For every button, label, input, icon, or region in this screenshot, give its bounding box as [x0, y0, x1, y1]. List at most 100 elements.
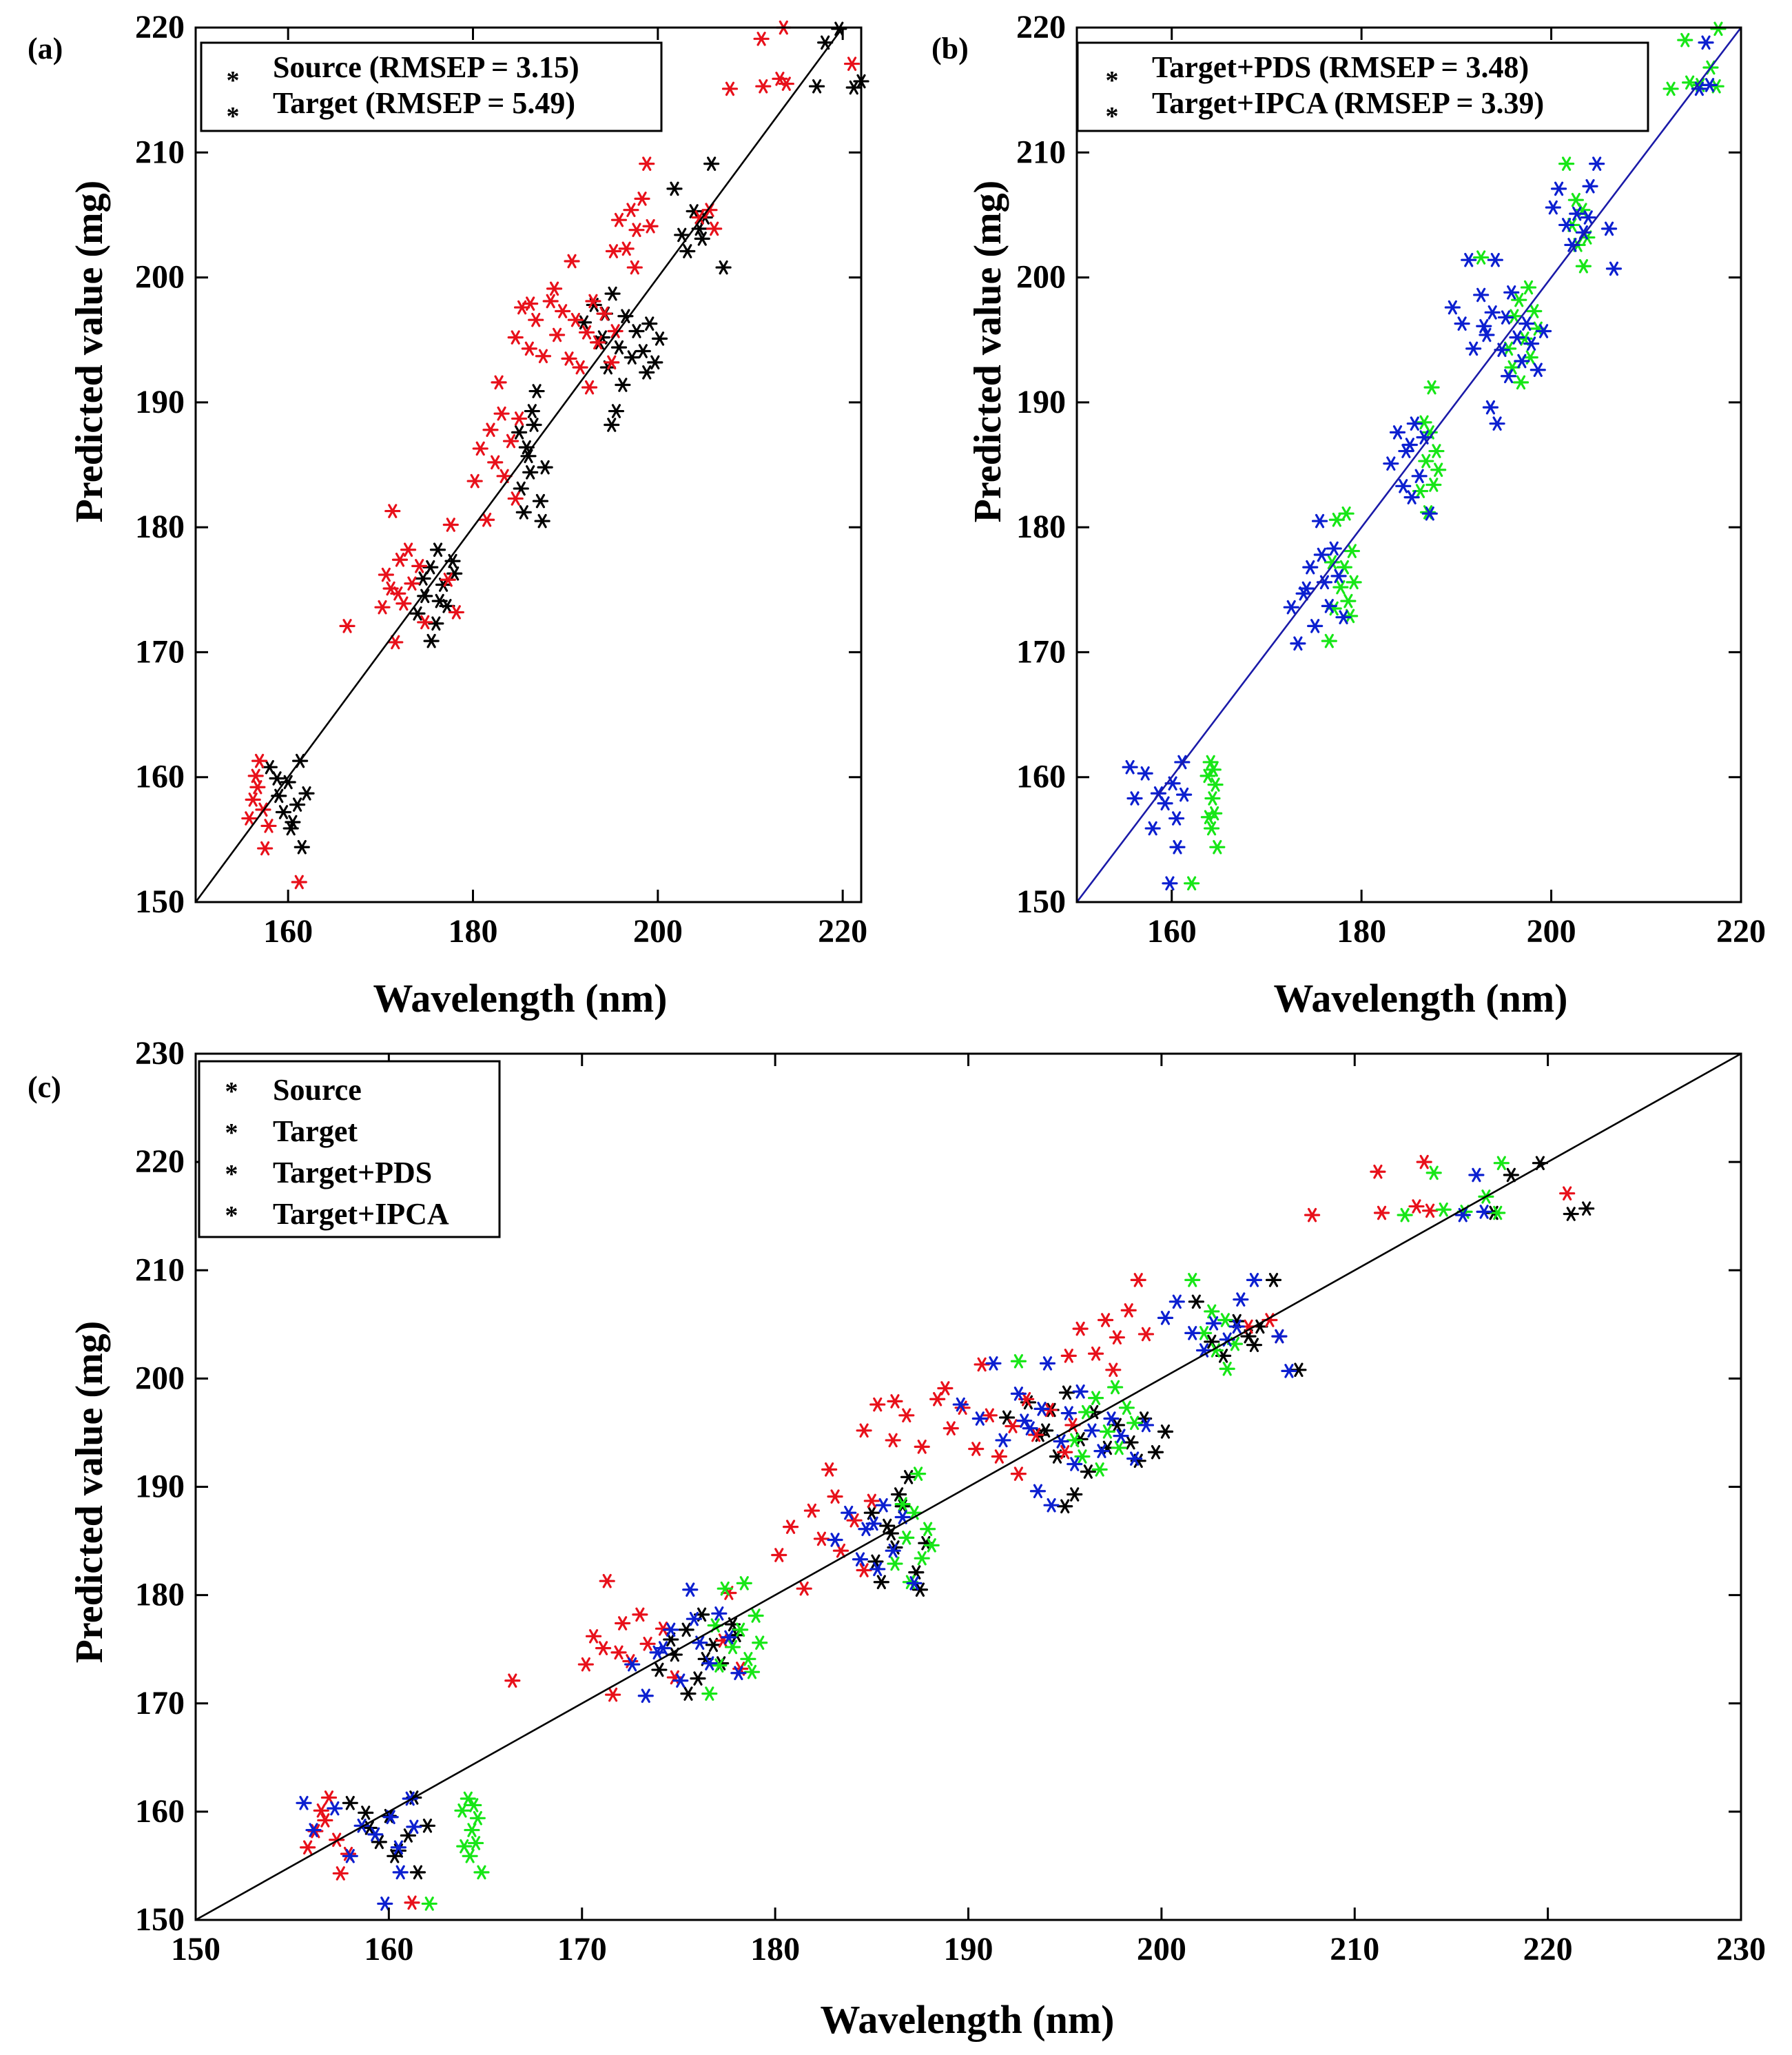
point-a-source-13: [422, 560, 439, 575]
y-tick-label-c-7: 220: [135, 1143, 185, 1180]
point-c-target-62: [1120, 1303, 1137, 1318]
point-c-target-pds-24: [914, 1551, 930, 1566]
point-a-source-34: [524, 404, 540, 418]
point-c-target-pds-22: [898, 1531, 915, 1545]
point-c-target-59: [1087, 1346, 1104, 1361]
point-c-target-60: [1097, 1313, 1114, 1327]
point-a-source-43: [624, 350, 640, 365]
point-b-target-ipca-42: [1489, 416, 1505, 431]
point-b-target-ipca-34: [1398, 444, 1414, 458]
markers-b: [1122, 21, 1727, 891]
point-c-target-61: [1109, 1330, 1125, 1345]
point-b-target-pds-20: [1342, 609, 1359, 624]
point-b-target-ipca-2: [1137, 766, 1153, 781]
point-b-target-pds-54: [1682, 75, 1698, 90]
point-c-target-ipca-35: [952, 1397, 969, 1412]
legend-box-c: [198, 1060, 501, 1238]
point-a-source-39: [604, 286, 621, 301]
point-a-source-33: [537, 460, 553, 475]
point-c-target-pds-38: [1126, 1415, 1143, 1431]
point-c-target-pds-1: [460, 1791, 476, 1806]
point-c-target-ipca-30: [885, 1543, 901, 1558]
point-a-target-68: [706, 221, 723, 236]
x-axis-label-a: Wavelength (nm): [373, 976, 668, 1021]
point-b-target-ipca-25: [1383, 456, 1399, 471]
y-tick-label-b-1: 160: [1016, 759, 1066, 795]
point-a-target-70: [753, 32, 770, 46]
point-b-target-ipca-48: [1518, 316, 1535, 331]
point-c-target-ipca-19: [701, 1656, 718, 1670]
point-c-target-ipca-39: [1010, 1387, 1027, 1401]
point-c-target-ipca-3: [342, 1848, 358, 1863]
point-a-target-49: [590, 335, 606, 350]
point-a-source-53: [639, 365, 655, 380]
legend-c: * Source * Target * Target+PDS * Target+…: [198, 1060, 501, 1238]
point-c-target-pds-29: [894, 1497, 911, 1511]
y-tick-label-b-2: 170: [1016, 633, 1066, 670]
point-a-source-45: [635, 344, 651, 358]
point-b-target-ipca-30: [1411, 469, 1428, 484]
point-c-source-34: [890, 1487, 907, 1502]
point-c-target-ipca-26: [841, 1505, 857, 1520]
point-a-target-45: [567, 312, 584, 327]
point-a-source-60: [715, 260, 732, 275]
point-c-source-51: [1057, 1499, 1073, 1514]
legend-box-a: [200, 41, 663, 132]
point-a-source-54: [674, 227, 690, 243]
point-a-target-25: [466, 473, 483, 489]
point-c-target-ipca-40: [1022, 1421, 1038, 1435]
point-c-source-62: [1246, 1338, 1263, 1352]
point-b-target-pds-12: [1332, 580, 1349, 595]
y-tick-label-c-5: 200: [135, 1360, 185, 1396]
point-c-target-ipca-11: [406, 1819, 422, 1834]
point-b-target-pds-0: [1199, 768, 1216, 784]
point-c-source-18: [680, 1686, 697, 1701]
point-a-target-35: [493, 406, 510, 421]
point-a-target-56: [581, 380, 598, 395]
legend-marker-c-ipca: *: [225, 1201, 238, 1230]
point-a-target-27: [479, 512, 495, 527]
point-a-source-51: [604, 418, 620, 432]
x-axis-label-c: Wavelength (nm): [821, 1997, 1115, 2042]
panel-label-b: (b): [931, 32, 969, 65]
point-a-source-21: [431, 593, 448, 609]
point-a-source-18: [423, 633, 440, 648]
point-c-target-ipca-52: [1029, 1484, 1047, 1499]
point-a-target-32: [502, 433, 519, 449]
point-c-target-74: [1421, 1203, 1439, 1218]
x-tick-label-c-8: 230: [1716, 1931, 1766, 1967]
point-c-source-66: [1563, 1207, 1579, 1221]
point-c-target-ipca-48: [1103, 1411, 1120, 1426]
point-b-target-pds-5: [1207, 777, 1224, 792]
point-b-target-ipca-27: [1395, 479, 1412, 493]
point-c-target-0: [300, 1840, 316, 1855]
point-c-target-pds-31: [1067, 1433, 1083, 1448]
point-a-source-59: [703, 156, 720, 171]
point-b-target-ipca-68: [1698, 35, 1714, 50]
point-b-target-ipca-22: [1335, 610, 1352, 624]
point-a-target-44: [561, 351, 577, 366]
point-a-target-60: [623, 203, 639, 217]
point-a-target-36: [507, 330, 524, 345]
point-a-target-17: [400, 542, 417, 558]
point-c-target-ipca-42: [1043, 1497, 1060, 1513]
point-a-target-75: [843, 57, 861, 71]
point-c-target-14: [605, 1687, 621, 1702]
point-c-target-4: [329, 1832, 345, 1848]
point-c-target-24: [610, 1645, 627, 1660]
point-c-target-ipca-37: [985, 1356, 1002, 1371]
point-a-source-11: [409, 606, 426, 621]
point-c-target-ipca-2: [327, 1801, 343, 1816]
plot-frame-a: [194, 26, 863, 903]
point-a-target-58: [610, 212, 628, 227]
point-c-target-ipca-51: [1137, 1418, 1155, 1433]
point-a-target-20: [417, 615, 433, 630]
y-tick-label-c-0: 150: [135, 1901, 185, 1938]
x-tick-label-c-2: 170: [557, 1931, 607, 1967]
axes-b: 160 180 200 220 150 160 170 180 190 200 210 220: [1016, 9, 1766, 950]
point-a-target-1: [245, 793, 261, 807]
point-c-target-9: [504, 1673, 521, 1688]
point-b-target-ipca-66: [1580, 210, 1596, 225]
point-c-target-15: [615, 1616, 631, 1630]
